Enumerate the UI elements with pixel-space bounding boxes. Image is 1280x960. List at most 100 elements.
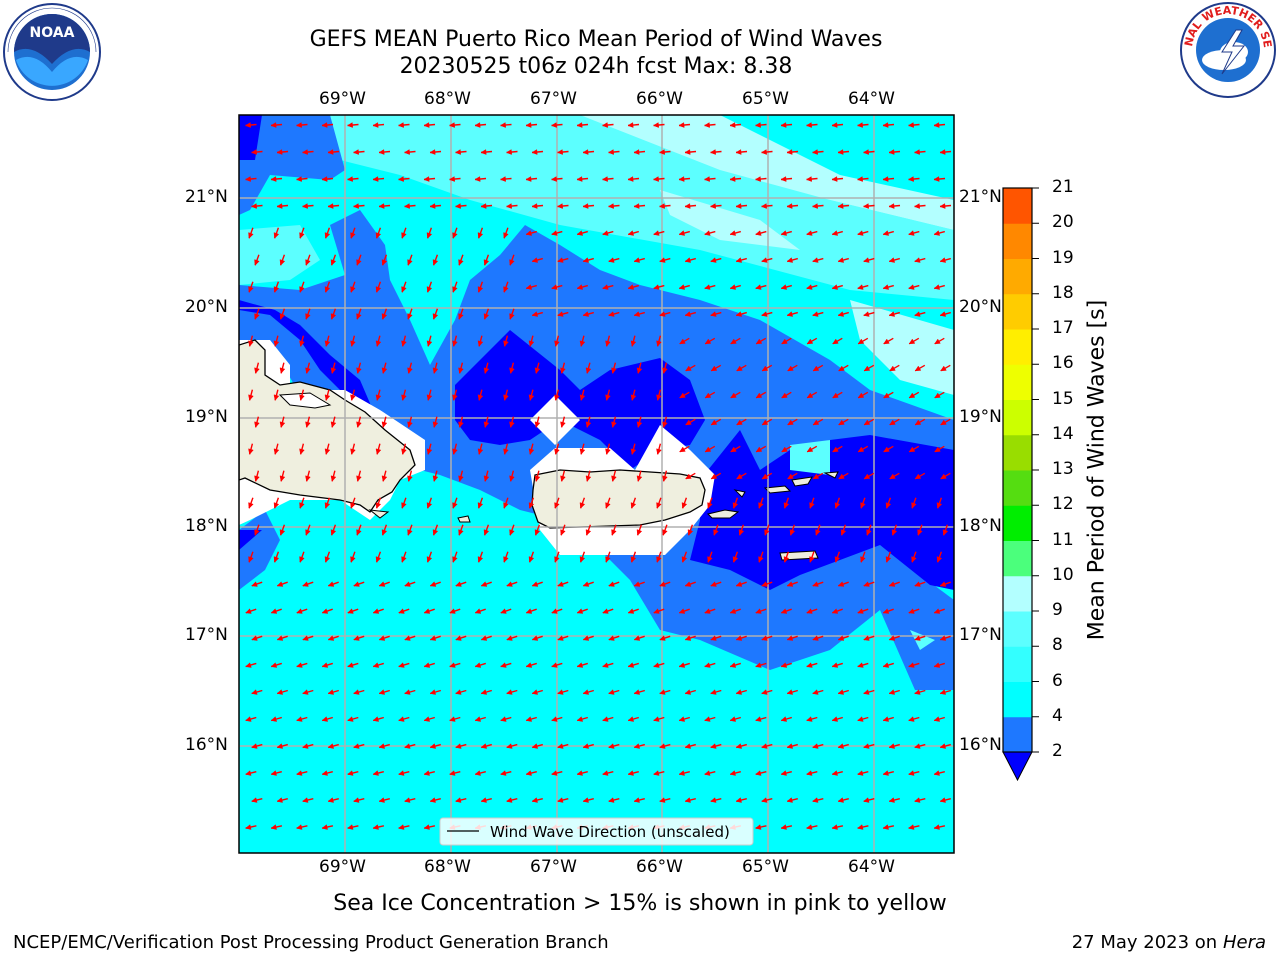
wave-arrow-head [576, 662, 584, 668]
wave-arrow-head [914, 473, 922, 480]
wave-arrow-head [601, 176, 608, 182]
wave-arrow-head [857, 716, 864, 722]
wave-arrow-head [554, 502, 560, 509]
wave-arrow-head [633, 203, 640, 209]
wave-arrow-head [576, 608, 584, 614]
wave-arrow-head [576, 230, 584, 236]
wave-arrow-head [302, 743, 309, 749]
wave-arrow-head [455, 689, 462, 695]
wave-arrow-head [506, 689, 513, 695]
wave-arrow-head [273, 556, 280, 563]
wave-arrow-head [840, 529, 847, 536]
wave-arrow-head [302, 689, 309, 695]
wave-arrow-head [806, 284, 813, 290]
footer-org: NCEP/EMC/Verification Post Processing Pr… [13, 932, 609, 953]
nws-logo: NATIONAL WEATHER SERVICE [1178, 0, 1276, 98]
wave-arrow-head [378, 797, 385, 803]
wave-arrow-head [882, 662, 890, 668]
wave-arrow-head [630, 502, 637, 509]
wave-arrow-head [939, 581, 947, 587]
wave-arrow-head [755, 446, 763, 453]
wave-arrow-head [350, 556, 356, 563]
wave-arrow-head [531, 257, 539, 263]
wave-arrow-head [554, 448, 560, 455]
wave-arrow-head [914, 365, 922, 372]
wave-arrow-head [378, 689, 386, 695]
wave-arrow-head [633, 311, 641, 317]
wave-arrow-head [832, 446, 839, 453]
wave-arrow-head [455, 797, 462, 803]
wave-arrow-head [786, 689, 794, 695]
wave-arrow-head [627, 176, 634, 182]
wave-arrow-head [806, 338, 814, 345]
wave-arrow-head [831, 716, 839, 722]
footer-date: 27 May 2023 on Hera [1072, 932, 1266, 953]
wave-arrow-head [474, 662, 482, 668]
wave-arrow-head [305, 313, 311, 320]
wave-arrow-head [525, 770, 532, 776]
wave-arrow-head [908, 824, 915, 830]
wave-arrow-head [503, 448, 509, 455]
wave-arrow-head [755, 716, 762, 722]
wave-arrow-head [831, 176, 838, 182]
wave-arrow-head [806, 608, 813, 614]
wave-arrow-head [397, 122, 404, 128]
wave-arrow-head [761, 311, 768, 317]
wave-arrow-head [760, 149, 767, 155]
wave-arrow-head [684, 149, 691, 155]
wave-arrow-head [483, 421, 490, 428]
wave-arrow-head [551, 716, 558, 722]
wave-arrow-head [786, 257, 794, 263]
wave-arrow-head [352, 149, 359, 155]
wave-arrow-head [755, 338, 763, 345]
colorbar [1002, 187, 1039, 782]
wave-arrow-head [761, 743, 768, 749]
wave-arrow-head [914, 797, 921, 803]
wave-arrow-head [551, 770, 558, 776]
wave-arrow-head [837, 743, 845, 749]
wave-arrow-head [506, 581, 513, 587]
wave-arrow-head [933, 824, 940, 830]
wave-arrow-head [735, 743, 743, 749]
legend-label: Wind Wave Direction (unscaled) [490, 823, 730, 841]
wave-arrow-head [270, 770, 277, 776]
wave-arrow-head [321, 824, 328, 830]
wave-arrow-head [863, 743, 870, 749]
wave-arrow-head [786, 581, 794, 587]
wave-arrow-head [862, 149, 869, 155]
wave-arrow-head [509, 475, 515, 482]
wave-arrow-head [633, 689, 641, 695]
wave-arrow-head [653, 662, 660, 668]
wave-arrow-head [582, 203, 589, 209]
wave-arrow-head [735, 311, 743, 317]
wave-arrow-head [254, 421, 260, 428]
wave-arrow-head [939, 311, 947, 317]
wave-arrow-head [834, 502, 841, 509]
wave-arrow-head [857, 824, 864, 830]
wave-arrow-head [321, 122, 328, 128]
wave-arrow-head [248, 502, 254, 509]
wave-arrow-head [404, 635, 411, 641]
wave-arrow-head [423, 122, 430, 128]
noaa-logo: NOAA [3, 3, 101, 101]
wave-arrow-head [939, 257, 947, 263]
wave-arrow-head [914, 635, 921, 641]
wave-arrow-head [780, 122, 787, 128]
wave-arrow-head [888, 203, 895, 209]
lon-label: 67°W [530, 857, 577, 877]
wave-arrow-head [882, 716, 890, 722]
wave-arrow-head [346, 122, 353, 128]
wave-arrow-head [503, 556, 509, 563]
wave-arrow-head [407, 421, 413, 428]
wave-arrow-head [789, 529, 796, 536]
wave-arrow-head [687, 529, 694, 536]
wave-arrow-head [378, 581, 386, 587]
wave-arrow-head [933, 284, 941, 290]
wave-arrow-head [346, 176, 353, 182]
wave-arrow-head [940, 473, 947, 480]
wave-arrow-head [398, 608, 405, 614]
svg-text:NOAA: NOAA [30, 25, 75, 41]
wave-arrow-head [330, 367, 337, 374]
wave-arrow-head [585, 529, 592, 536]
